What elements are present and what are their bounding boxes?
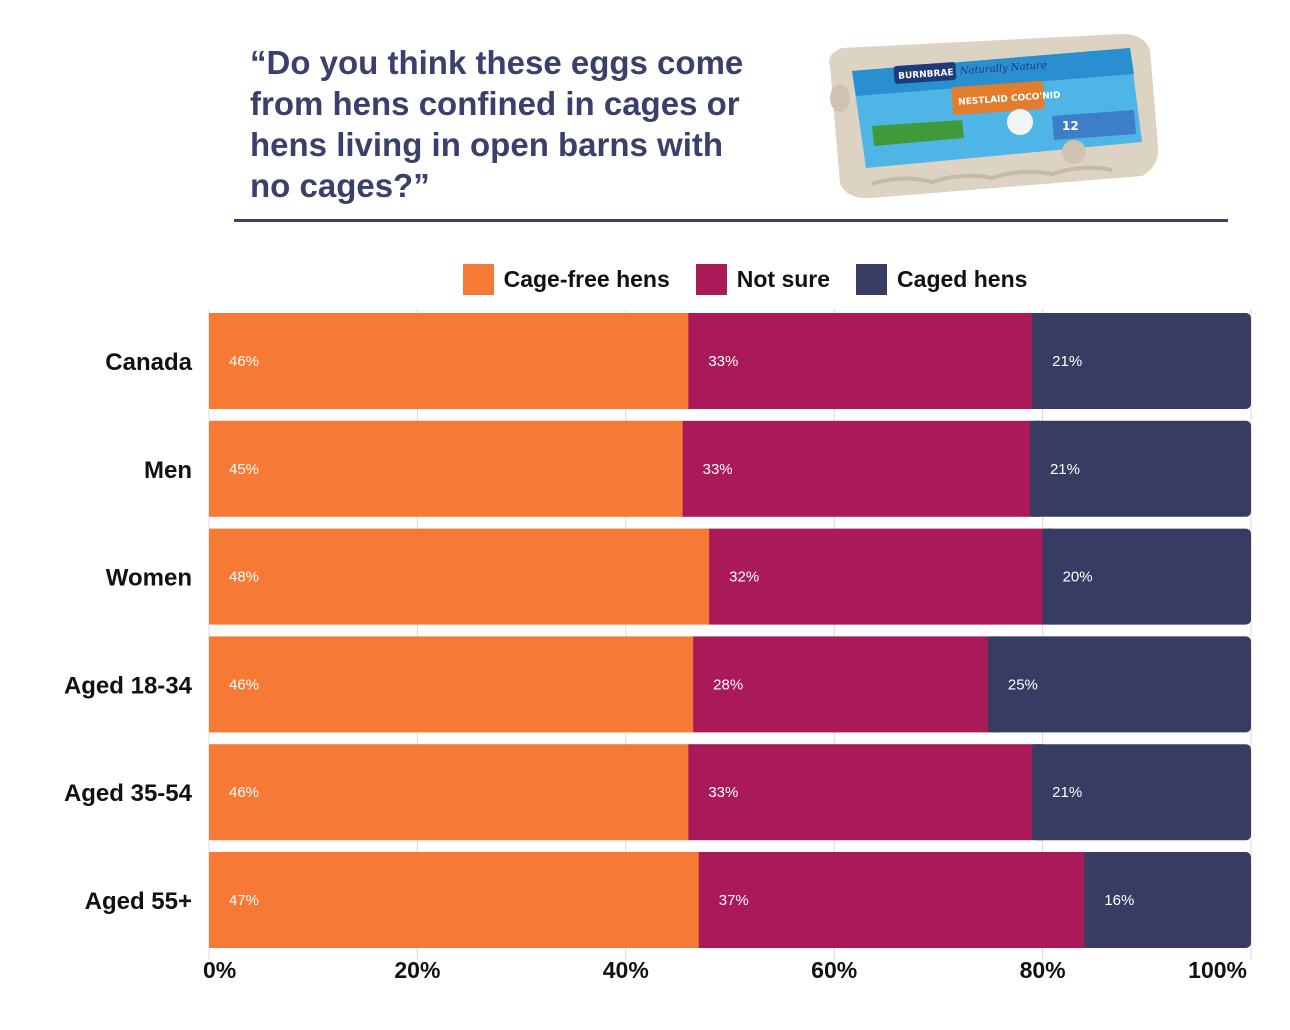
data-label: 47%	[229, 892, 259, 909]
category-label: Aged 18-34	[64, 672, 193, 699]
bar-caged-hens-aged-18-34	[987, 636, 1251, 733]
data-label: 25%	[1008, 676, 1038, 693]
category-label: Men	[144, 457, 192, 484]
bar-not-sure-canada	[688, 313, 1033, 409]
legend: Cage-free hens Not sure Caged hens	[0, 264, 1290, 295]
bar-cage-free-hens-men	[209, 420, 684, 517]
bar-corner-fill	[1029, 420, 1040, 517]
x-tick-label: 100%	[1188, 957, 1247, 983]
bar-not-sure-women	[709, 528, 1044, 625]
legend-swatch-cage-free	[462, 264, 494, 295]
data-label: 16%	[1104, 892, 1134, 909]
legend-label-not-sure: Not sure	[736, 266, 831, 292]
data-label: 21%	[1050, 461, 1080, 478]
data-label: 21%	[1052, 353, 1082, 370]
data-label: 33%	[703, 461, 733, 478]
legend-swatch-not-sure	[695, 264, 727, 295]
carton-brand: BURNBRAE	[898, 68, 954, 82]
legend-item-cage-free: Cage-free hens	[462, 264, 670, 295]
legend-item-not-sure: Not sure	[695, 264, 831, 295]
data-label: 33%	[708, 784, 738, 801]
x-tick-label: 80%	[1020, 957, 1066, 983]
bar-not-sure-aged-18-34	[693, 636, 989, 733]
bar-caged-hens-canada	[1032, 313, 1251, 409]
x-tick-label: 40%	[603, 957, 649, 983]
data-label: 33%	[708, 353, 738, 370]
bar-corner-fill	[987, 636, 998, 733]
x-tick-label: 0%	[203, 957, 236, 983]
category-label: Aged 55+	[85, 888, 192, 915]
bar-corner-fill	[1032, 313, 1043, 409]
bar-cage-free-hens-aged-18-34	[209, 636, 694, 733]
category-label: Aged 35-54	[64, 780, 193, 807]
bar-not-sure-men	[682, 420, 1031, 517]
legend-item-caged: Caged hens	[856, 264, 1027, 295]
data-label: 20%	[1063, 569, 1093, 586]
legend-swatch-caged	[856, 264, 888, 295]
legend-label-caged: Caged hens	[897, 266, 1028, 292]
data-label: 46%	[229, 353, 259, 370]
bar-corner-fill	[1042, 528, 1053, 625]
data-label: 46%	[229, 676, 259, 693]
bar-corner-fill	[1084, 852, 1095, 948]
bar-not-sure-aged-35-54	[688, 744, 1033, 841]
data-label: 37%	[719, 892, 749, 909]
data-label: 21%	[1052, 784, 1082, 801]
data-label: 46%	[229, 784, 259, 801]
data-label: 28%	[713, 676, 743, 693]
bar-cage-free-hens-canada	[209, 313, 689, 409]
x-tick-label: 60%	[811, 957, 857, 983]
bar-not-sure-aged-55	[698, 852, 1085, 948]
bar-cage-free-hens-aged-55	[209, 852, 700, 948]
bar-cage-free-hens-women	[209, 528, 710, 625]
x-tick-label: 20%	[394, 957, 440, 983]
bar-cage-free-hens-aged-35-54	[209, 744, 689, 841]
data-label: 48%	[229, 569, 259, 586]
bar-caged-hens-women	[1042, 528, 1251, 625]
data-label: 45%	[229, 461, 259, 478]
carton-count: 12	[1062, 119, 1079, 133]
question-title: “Do you think these eggs come from hens …	[250, 44, 744, 204]
bar-caged-hens-aged-35-54	[1032, 744, 1251, 841]
legend-label-cage-free: Cage-free hens	[503, 266, 670, 292]
bar-corner-fill	[1032, 744, 1043, 841]
bar-caged-hens-men	[1029, 420, 1251, 517]
bar-caged-hens-aged-55	[1084, 852, 1251, 948]
header-divider	[234, 219, 1228, 222]
egg-carton-image: BURNBRAE Naturally Nature NESTLAID COCO'…	[829, 34, 1159, 199]
category-label: Women	[106, 565, 192, 592]
data-label: 32%	[729, 569, 759, 586]
category-label: Canada	[105, 349, 192, 376]
